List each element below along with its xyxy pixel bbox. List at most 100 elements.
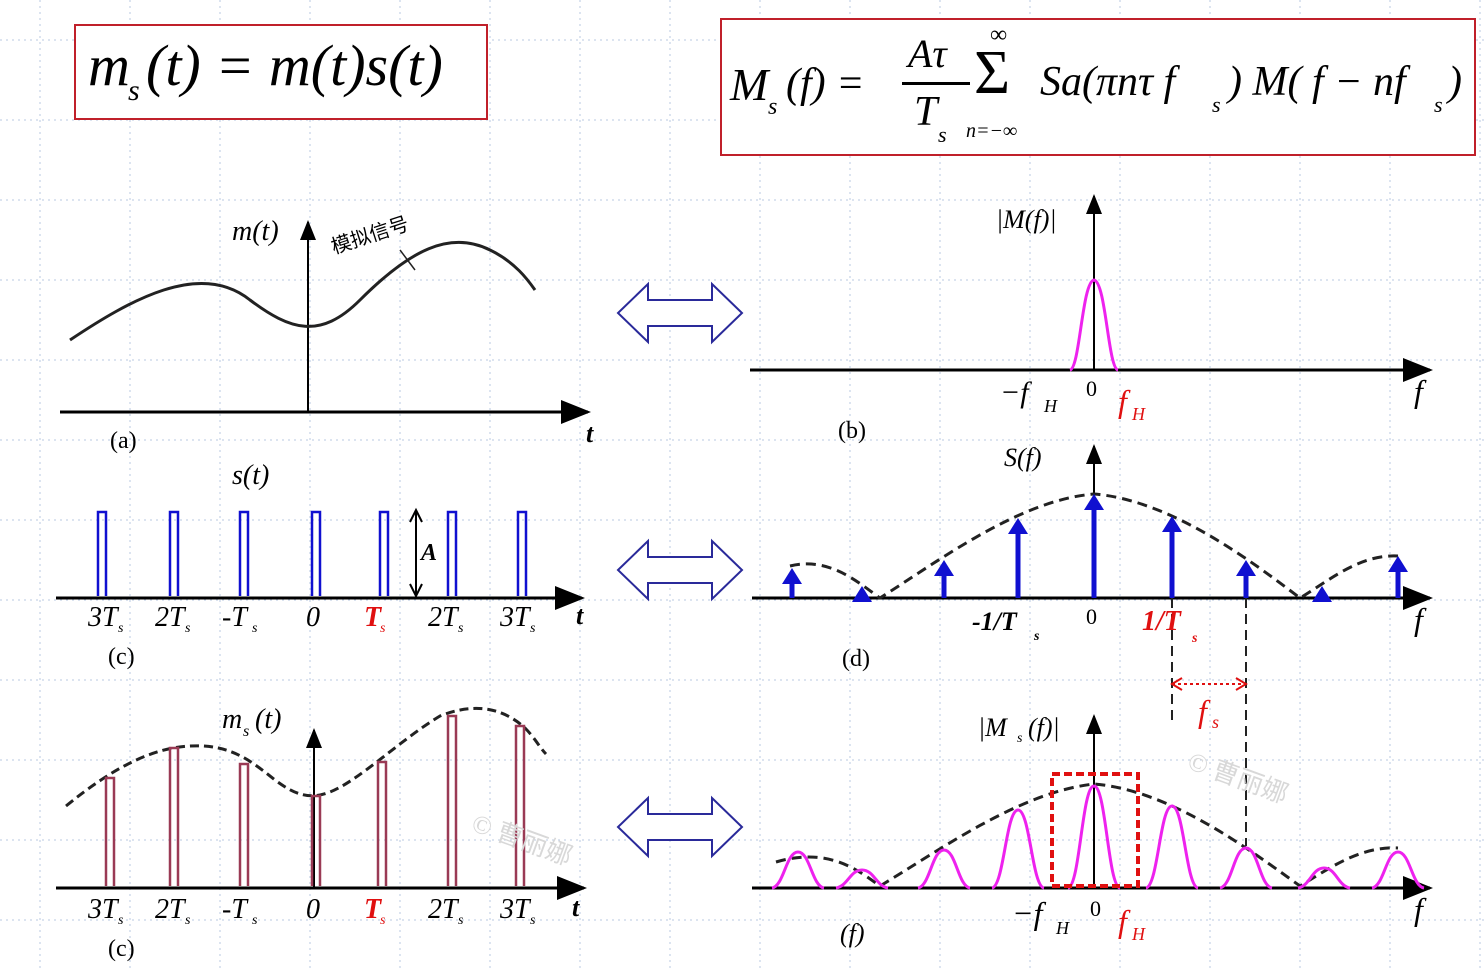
tick-label: 3T	[499, 602, 532, 633]
formula-fraction-den-sub: s	[938, 122, 947, 147]
sample-pulse	[238, 762, 250, 886]
panel-a-annotation: 模拟信号	[328, 212, 411, 259]
tick-sub: s	[252, 621, 258, 636]
formula-right-body: Sa(πnτ f	[1040, 59, 1176, 105]
formula-right-lhs-rest: (f) =	[786, 61, 865, 107]
spectral-replica	[1371, 850, 1425, 890]
panel-d-tick-plus-sub: s	[1191, 631, 1198, 646]
panel-c-amp-label: A	[419, 540, 437, 566]
fs-label: f	[1198, 693, 1211, 729]
fs-spacing-arrows	[1170, 677, 1248, 691]
panel-b-spectrum-pulse	[1068, 278, 1120, 372]
panel-d-pulse-spectrum: f s S(f) -1/T s 0 1/T s (d) f	[752, 443, 1433, 846]
formula-left-sub: s	[128, 74, 140, 107]
tick-label: 0	[306, 894, 320, 925]
panel-b-tick-minus-fh: −f	[1000, 376, 1032, 409]
panel-d-tick-zero: 0	[1086, 604, 1097, 629]
sample-pulse	[168, 746, 180, 886]
sample-pulse	[310, 794, 322, 886]
formula-left-m: m	[88, 33, 130, 98]
pulse	[310, 510, 322, 596]
panel-a-label: (a)	[110, 428, 137, 454]
panel-b-ylabel: |M(f)|	[996, 205, 1057, 234]
tick-label: T	[364, 894, 383, 925]
panel-f-tick-minus-fh-sub: H	[1055, 918, 1070, 938]
formula-right-lhs-sub: s	[768, 94, 778, 120]
panel-c-label: (c)	[108, 644, 135, 670]
tick-label: 2T	[155, 602, 187, 633]
panel-d-tick-minus-sub: s	[1033, 629, 1040, 644]
panel-c2-xlabel: t	[572, 893, 580, 922]
panel-d-tick-plus: 1/T	[1142, 606, 1183, 637]
panel-b-baseband-spectrum: |M(f)| −f H 0 f H (b) f	[750, 194, 1433, 444]
tick-label: -T	[222, 894, 249, 925]
panel-c2-ylabel-rest: (t)	[255, 704, 281, 735]
pulse	[446, 510, 458, 596]
tick-label: 0	[306, 602, 320, 633]
formula-fraction-denominator: T	[914, 89, 938, 135]
panel-c-ylabel: s(t)	[232, 460, 269, 491]
panel-c2-ticks: 3T s 2T s -T s 0 Ts 2T s 3T s	[87, 894, 536, 928]
impulse-head	[852, 586, 872, 602]
formula-right-body3: )	[1448, 59, 1462, 105]
panel-d-ylabel: S(f)	[1004, 443, 1042, 472]
panel-c2-ylabel: m	[222, 704, 242, 735]
watermark-2: © 曹丽娜	[1184, 746, 1292, 809]
formula-fraction-numerator: Aτ	[908, 31, 947, 76]
tick-sub: s	[458, 621, 464, 636]
sum-sign: Σ	[974, 39, 1011, 107]
fraction-bar	[902, 82, 970, 85]
double-arrow-3	[616, 795, 744, 859]
tick-sub: s	[252, 913, 258, 928]
panel-f-sa-envelope	[775, 782, 1399, 888]
panel-c-xlabel: t	[576, 601, 584, 630]
tick-sub: s	[185, 913, 191, 928]
panel-c2-samples	[104, 714, 526, 886]
tick-label: 3T	[499, 894, 532, 925]
panel-b-label: (b)	[838, 418, 866, 444]
panel-c-pulses	[96, 510, 528, 596]
sample-pulse	[514, 724, 526, 886]
tick-label: 3T	[87, 894, 120, 925]
panel-d-tick-minus: -1/T	[972, 607, 1018, 636]
spectral-replica	[1297, 866, 1351, 890]
tick-label: 2T	[428, 602, 460, 633]
panel-f-xlabel: f	[1414, 891, 1427, 927]
pulse	[238, 510, 250, 596]
panel-c2-ylabel-sub: s	[243, 723, 249, 740]
spectral-replica	[835, 868, 889, 890]
sample-pulse	[376, 760, 388, 886]
formula-box-left: m s (t) = m(t)s(t)	[74, 24, 488, 120]
impulse-head	[782, 568, 802, 584]
panel-a-analog-curve	[69, 240, 537, 342]
formula-right-body2-sub: s	[1434, 92, 1443, 117]
impulse-head	[1008, 518, 1028, 534]
spectral-replica	[1219, 846, 1273, 890]
formula-right-body-sub: s	[1212, 92, 1221, 117]
panel-c2-envelope	[65, 706, 548, 808]
spectral-replica	[991, 808, 1045, 890]
panel-d-label: (d)	[842, 646, 870, 672]
impulse-head	[1162, 516, 1182, 532]
sum-lower-limit: n=−∞	[966, 120, 1018, 142]
panel-c2-label: (c)	[108, 936, 135, 962]
spectral-replica	[917, 848, 971, 890]
double-arrow-1	[616, 281, 744, 345]
panel-c-pulse-train: A s(t) 3T s 2T s -T s 0 Ts 2T s 3T s (c) t	[56, 460, 585, 670]
panel-c-ticks: 3T s 2T s -T s 0 Ts 2T s 3T s	[87, 602, 536, 636]
pulse	[96, 510, 108, 596]
panel-c2-sampled-signal: m s (t) 3T s 2T s -T s 0 Ts 2T s 3T s (c) t	[56, 704, 587, 962]
panel-f-label: (f)	[840, 919, 865, 948]
fs-label-sub: s	[1212, 712, 1219, 732]
pulse	[378, 510, 390, 596]
spectral-replica	[1067, 784, 1121, 890]
panel-f-ylabel-sub: s	[1017, 731, 1023, 746]
panel-f-ylabel: |M	[978, 713, 1008, 742]
panel-a-xlabel: t	[586, 419, 594, 448]
formula-box-right: M s (f) = Aτ T s ∞ Σ n=−∞ Sa(πnτ f s ) M…	[720, 18, 1476, 156]
tick-sub: s	[530, 913, 536, 928]
pulse	[168, 510, 180, 596]
panel-f-sampled-spectrum: |M s (f)| −f H 0 f H (f) f	[752, 713, 1433, 948]
panel-f-spectral-replicas	[771, 784, 1425, 890]
tick-label: -T	[222, 602, 249, 633]
